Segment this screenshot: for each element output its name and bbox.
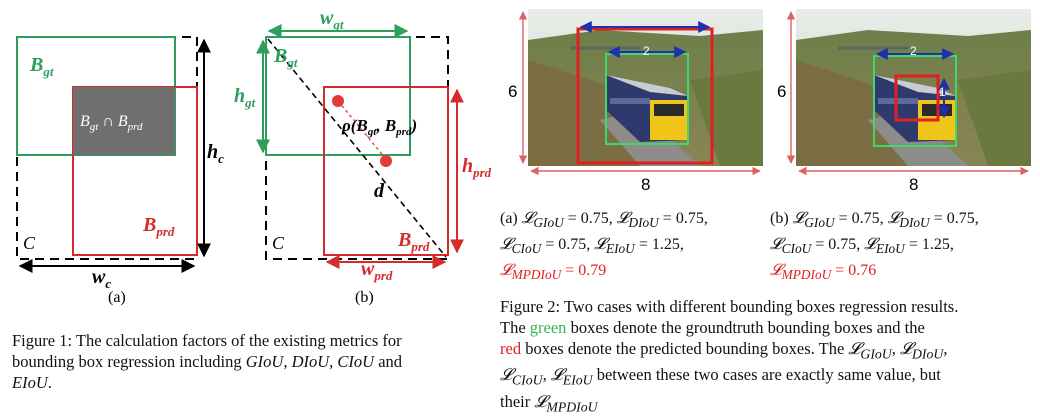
center-distance-line	[337, 100, 387, 160]
hprd-label: hprd	[462, 155, 492, 180]
fig1-caption-line1: Figure 1: The calculation factors of the…	[12, 331, 402, 350]
fig2-caption-line2: The green boxes denote the groundtruth b…	[500, 318, 925, 337]
gt-center-point	[332, 95, 344, 107]
loss-b-line1: (b) 𝓛GIoU = 0.75, 𝓛DIoU = 0.75,	[770, 210, 979, 231]
bprd-label-b: Bprd	[397, 229, 430, 254]
loss-a-line2: 𝓛CIoU = 0.75, 𝓛EIoU = 1.25,	[500, 236, 684, 257]
loss-b-line3: 𝓛MPDIoU = 0.76	[770, 262, 877, 283]
right-inner-label: 2	[910, 44, 917, 58]
intersection-region	[73, 87, 175, 155]
c-label-a: C	[23, 233, 36, 253]
right-height-label: 6	[777, 82, 786, 101]
left-inner-label: 2	[643, 44, 650, 58]
right-train-photo	[796, 9, 1031, 166]
fig2-right-panel: 2 1 6 8	[777, 9, 1031, 194]
right-inner-v-label: 1	[939, 85, 946, 99]
fig2-caption-line4: 𝓛CIoU, 𝓛EIoU between these two cases are…	[500, 365, 941, 388]
left-height-label: 6	[508, 82, 517, 101]
diagonal-d	[267, 38, 447, 258]
fig1-caption: Figure 1: The calculation factors of the…	[12, 330, 482, 393]
fig1b-diagram: wgt Bgt hgt ρ(Bgt, Bprd) d hprd C Bprd w…	[234, 7, 492, 306]
fig1b-sublabel: (b)	[355, 289, 374, 306]
c-label-b: C	[272, 233, 285, 253]
bgt-label-b: Bgt	[273, 45, 298, 70]
bgt-label-a: Bgt	[29, 54, 54, 79]
left-width-label: 8	[641, 175, 650, 194]
fig1-caption-line3: EIoU.	[12, 373, 52, 392]
fig2-caption: Figure 2: Two cases with different bound…	[500, 296, 1035, 417]
fig2-left-panel: 2 6 8	[508, 9, 763, 194]
fig2-caption-line5: their 𝓛MPDIoU	[500, 391, 598, 414]
loss-a-line1: (a) 𝓛GIoU = 0.75, 𝓛DIoU = 0.75,	[500, 210, 708, 231]
intersection-label: Bgt ∩ Bprd	[80, 113, 143, 133]
hgt-label: hgt	[234, 85, 256, 110]
wprd-label: wprd	[361, 258, 393, 283]
fig1-caption-line2: bounding box regression including GIoU, …	[12, 352, 403, 371]
bprd-label-a: Bprd	[142, 214, 175, 239]
left-train-photo	[528, 9, 763, 166]
right-width-label: 8	[909, 175, 918, 194]
fig1a-diagram: Bgt Bgt ∩ Bprd hc wc C Bprd (a)	[16, 36, 224, 306]
d-label: d	[374, 180, 385, 202]
loss-b-line2: 𝓛CIoU = 0.75, 𝓛EIoU = 1.25,	[770, 236, 954, 257]
loss-values-a: (a) 𝓛GIoU = 0.75, 𝓛DIoU = 0.75, 𝓛CIoU = …	[500, 208, 708, 287]
fig2-caption-line3: red boxes denote the predicted bounding …	[500, 339, 948, 362]
fig2-caption-line1: Figure 2: Two cases with different bound…	[500, 297, 959, 316]
loss-values-b: (b) 𝓛GIoU = 0.75, 𝓛DIoU = 0.75, 𝓛CIoU = …	[770, 208, 979, 287]
fig1a-sublabel: (a)	[108, 289, 126, 306]
wgt-label: wgt	[320, 7, 344, 32]
rho-label: ρ(Bgt, Bprd)	[341, 116, 417, 138]
loss-a-line3: 𝓛MPDIoU = 0.79	[500, 262, 607, 283]
predicted-box-b	[323, 86, 449, 256]
hc-label: hc	[207, 141, 224, 166]
prd-center-point	[380, 155, 392, 167]
wc-label: wc	[92, 266, 111, 291]
